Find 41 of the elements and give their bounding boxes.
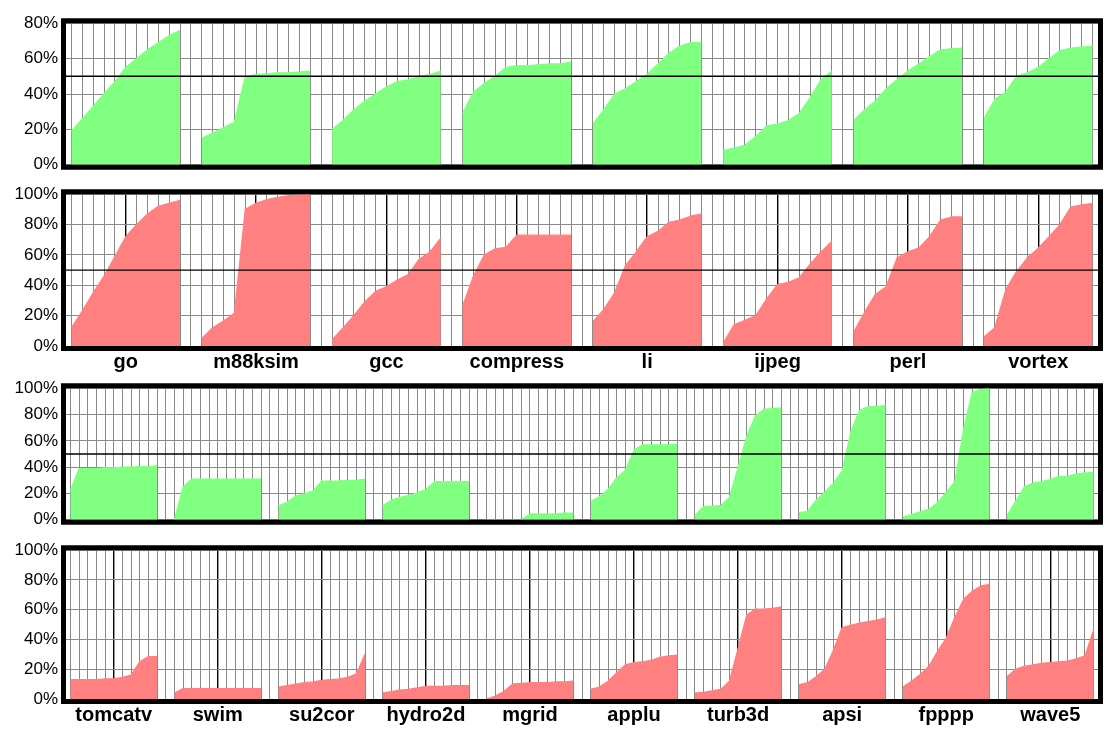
x-tick-label: ijpeg bbox=[754, 349, 801, 372]
y-tick-label: 80% bbox=[23, 569, 58, 589]
y-tick-label: 100% bbox=[14, 377, 58, 397]
y-tick-label: 60% bbox=[23, 244, 58, 264]
y-tick-label: 100% bbox=[14, 539, 58, 559]
x-tick-label: applu bbox=[607, 702, 661, 725]
y-tick-label: 20% bbox=[23, 658, 58, 678]
x-tick-label: wave5 bbox=[1019, 702, 1081, 725]
x-tick-label: apsi bbox=[822, 702, 863, 725]
x-tick-label: gcc bbox=[369, 349, 404, 372]
y-tick-label: 60% bbox=[23, 430, 58, 450]
x-tick-label: li bbox=[641, 349, 653, 372]
y-tick-label: 0% bbox=[33, 154, 58, 174]
y-tick-label: 20% bbox=[23, 305, 58, 325]
x-tick-label: hydro2d bbox=[386, 702, 466, 725]
x-tick-label: fpppp bbox=[918, 702, 974, 725]
y-tick-label: 0% bbox=[33, 335, 58, 355]
y-tick-label: 40% bbox=[23, 274, 58, 294]
y-tick-label: 0% bbox=[33, 509, 58, 529]
y-tick-label: 80% bbox=[23, 404, 58, 424]
x-tick-label: m88ksim bbox=[213, 349, 299, 372]
y-tick-label: 40% bbox=[23, 629, 58, 649]
y-tick-label: 100% bbox=[14, 183, 58, 203]
y-tick-label: 20% bbox=[23, 119, 58, 139]
y-tick-label: 0% bbox=[33, 688, 58, 708]
y-tick-label: 60% bbox=[23, 48, 58, 68]
x-tick-label: turb3d bbox=[706, 702, 770, 725]
x-tick-label: swim bbox=[192, 702, 243, 725]
x-tick-label: mgrid bbox=[502, 702, 558, 725]
x-tick-label: perl bbox=[889, 349, 927, 372]
x-tick-label: vortex bbox=[1008, 349, 1069, 372]
y-tick-label: 40% bbox=[23, 456, 58, 476]
x-tick-label: go bbox=[113, 349, 138, 372]
x-tick-label: tomcatv bbox=[75, 702, 153, 725]
y-tick-label: 80% bbox=[23, 12, 58, 32]
x-tick-label: su2cor bbox=[289, 702, 355, 725]
y-tick-label: 80% bbox=[23, 214, 58, 234]
y-tick-label: 40% bbox=[23, 83, 58, 103]
x-tick-label: compress bbox=[469, 349, 565, 372]
y-tick-label: 20% bbox=[23, 483, 58, 503]
y-tick-label: 60% bbox=[23, 599, 58, 619]
